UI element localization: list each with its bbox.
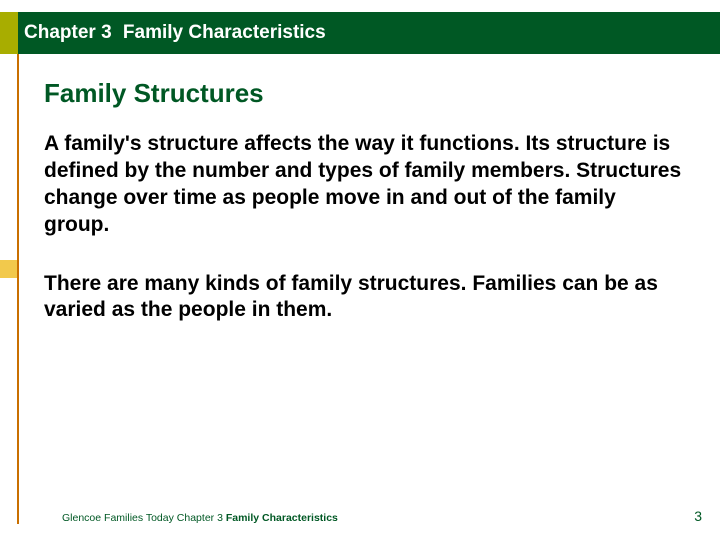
content-area: Family Structures A family's structure a… [44,78,684,356]
footer-series: Families Today [104,512,174,524]
footer-citation: Glencoe Families Today Chapter 3 Family … [62,512,338,524]
chapter-header: Chapter 3 Family Characteristics [0,12,720,54]
footer-title: Family Characteristics [226,512,338,524]
footer-brand: Glencoe [62,512,101,524]
paragraph-1: A family's structure affects the way it … [44,131,684,239]
header-accent-block [0,12,18,54]
chapter-label: Chapter 3 [24,22,112,43]
footer: Glencoe Families Today Chapter 3 Family … [62,508,702,524]
page-number: 3 [694,508,702,524]
section-title: Family Structures [44,78,684,109]
header-text: Chapter 3 Family Characteristics [18,22,326,44]
left-margin-tab [0,260,17,278]
left-vertical-rule [17,54,19,524]
chapter-title: Family Characteristics [123,22,326,43]
footer-chapter: Chapter 3 [177,512,223,524]
paragraph-2: There are many kinds of family structure… [44,271,684,325]
